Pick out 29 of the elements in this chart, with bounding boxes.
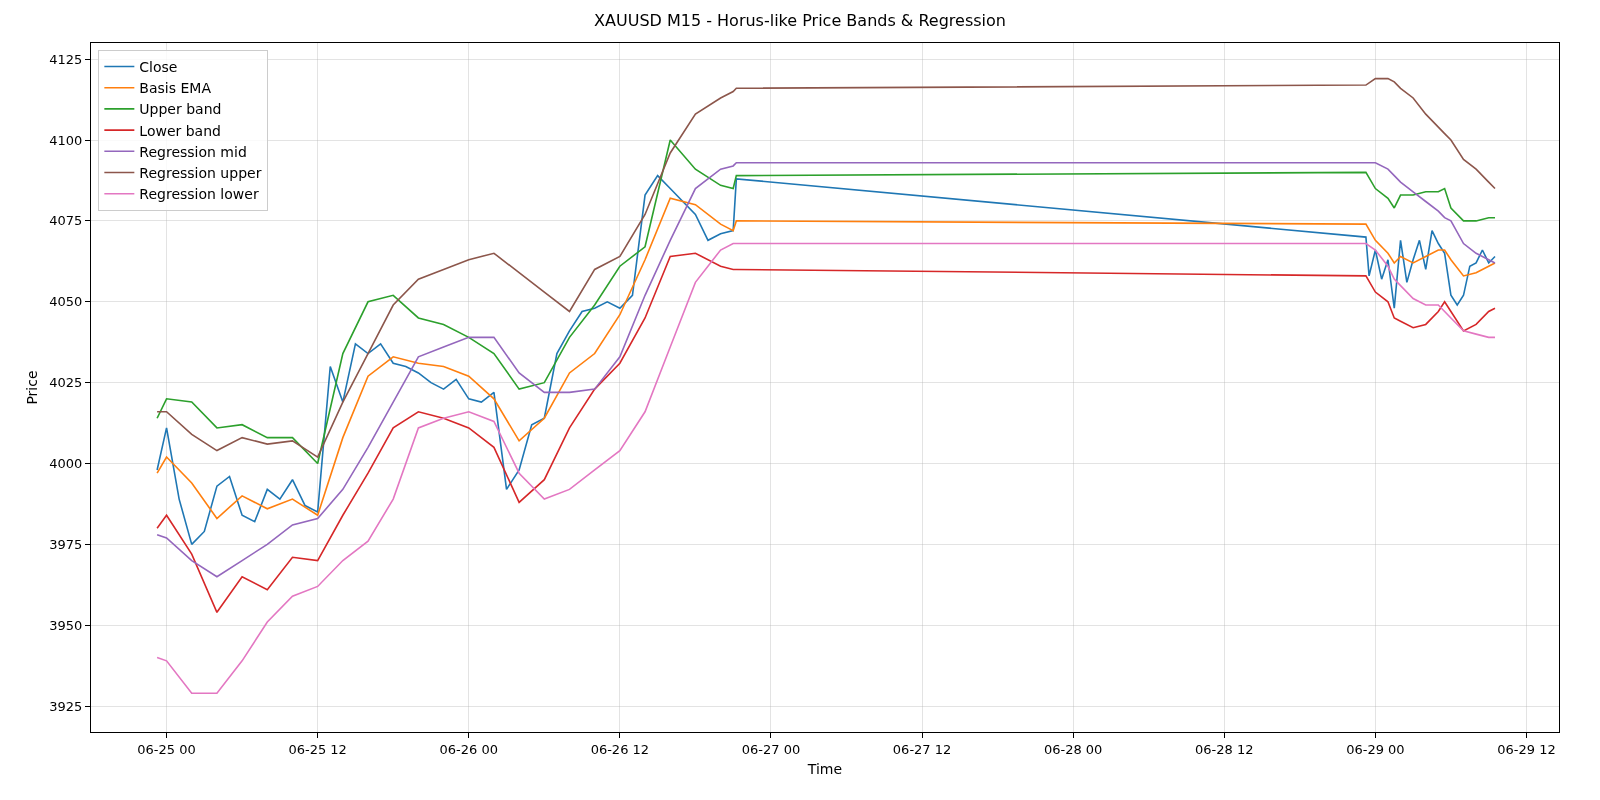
y-tick-label: 4025 <box>49 375 83 391</box>
y-tick-label: 4075 <box>49 213 83 229</box>
x-tick-label: 06-29 12 <box>1497 741 1556 757</box>
x-axis-title: Time <box>806 760 843 777</box>
x-tick-label: 06-28 12 <box>1195 741 1254 757</box>
x-tick-label: 06-26 12 <box>590 741 650 757</box>
legend-label: Regression upper <box>139 164 262 181</box>
x-tick-label: 06-27 00 <box>741 741 801 757</box>
y-tick-label: 4050 <box>49 294 83 310</box>
y-tick-label: 3975 <box>49 536 83 552</box>
y-tick-label: 3950 <box>49 617 83 633</box>
y-tick-label: 4000 <box>49 456 83 472</box>
x-tick-label: 06-26 00 <box>439 741 498 757</box>
y-tick-label: 4100 <box>49 132 83 148</box>
legend-label: Regression mid <box>139 143 247 160</box>
legend-label: Upper band <box>139 101 222 118</box>
legend-label: Basis EMA <box>139 80 212 97</box>
y-axis-title: Price <box>23 370 40 405</box>
x-tick-label: 06-27 12 <box>892 741 952 757</box>
chart-title: XAUUSD M15 - Horus-like Price Bands & Regression <box>594 10 1006 30</box>
y-tick-label: 4125 <box>49 51 83 67</box>
x-tick-label: 06-25 00 <box>137 741 196 757</box>
legend-label: Regression lower <box>139 186 259 203</box>
x-tick-label: 06-25 12 <box>288 741 347 757</box>
y-tick-label: 3925 <box>49 698 83 714</box>
legend-label: Close <box>139 58 178 75</box>
x-tick-label: 06-28 00 <box>1043 741 1103 757</box>
x-tick-label: 06-29 00 <box>1346 741 1405 757</box>
legend-label: Lower band <box>139 122 221 139</box>
